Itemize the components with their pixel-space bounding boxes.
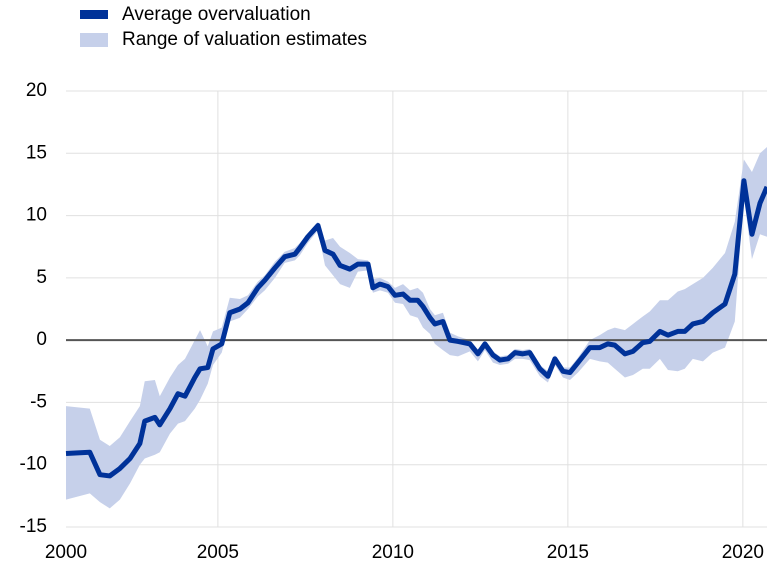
series-line xyxy=(65,178,767,479)
legend-label: Range of valuation estimates xyxy=(122,29,367,50)
y-tick-label: -15 xyxy=(20,516,47,537)
y-tick-label: 10 xyxy=(26,205,47,226)
x-tick-label: 2015 xyxy=(547,542,589,563)
range-band xyxy=(66,147,767,509)
y-tick-label: 5 xyxy=(36,267,47,288)
y-tick-label: -10 xyxy=(20,454,47,475)
y-tick-label: 15 xyxy=(26,142,47,163)
x-tick-label: 2000 xyxy=(45,542,87,563)
y-tick-label: 0 xyxy=(36,329,47,350)
x-tick-label: 2005 xyxy=(197,542,239,563)
x-tick-label: 2020 xyxy=(722,542,764,563)
legend-band-swatch xyxy=(80,33,108,47)
legend-line-swatch xyxy=(80,10,108,19)
x-tick-label: 2010 xyxy=(372,542,414,563)
y-tick-label: -5 xyxy=(30,391,47,412)
y-tick-label: 20 xyxy=(26,80,47,101)
legend-label: Average overvaluation xyxy=(122,4,311,25)
